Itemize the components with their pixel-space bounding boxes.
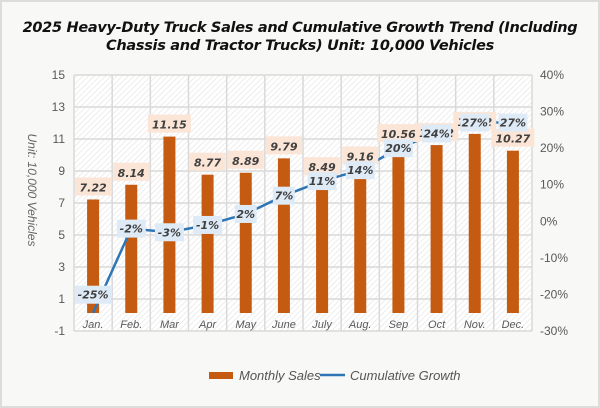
line-data-label: -2% [120,223,143,236]
bar-9 [392,146,405,313]
line-label-bg [383,139,413,158]
y2-tick-label: 30% [540,105,564,119]
y2-tick-label: -20% [540,287,568,301]
bar-1 [87,199,100,313]
bar-label-bg [491,128,535,147]
x-tick-label: Jan. [82,319,104,331]
bar-label-bg [227,150,264,169]
bar-data-label: 8.14 [118,167,145,180]
x-tick-label: Apr [198,319,217,331]
y2-tick-label: -30% [540,324,568,338]
bar-8 [354,168,367,313]
bar-label-bg [75,177,112,196]
left-axis-ticks: 15 13 11 9 7 5 3 1 -1 [52,68,66,338]
line-data-label: 7% [275,190,294,203]
line-label-bg [193,215,223,234]
y2-tick-label: 0% [540,214,558,228]
x-tick-label: Oct [428,319,446,331]
bar-data-label: 8.49 [309,161,336,174]
x-tick-label: Sep [389,319,409,331]
bar-label-bg [265,136,302,155]
y-tick-label: 15 [52,68,66,82]
bar-4 [201,174,214,313]
line-label-bg [234,204,257,223]
y-tick-label: 7 [58,196,65,210]
bar-7 [316,179,329,313]
y2-tick-label: 10% [540,178,564,192]
bar-data-label: 10.56 [381,128,416,141]
line-label-bg [498,113,528,132]
line-data-label: -3% [158,226,181,239]
line-data-label: 11% [309,175,335,188]
line-data-label: -1% [196,219,219,232]
bar-data-label: 11.15 [152,119,187,132]
line-label-bg [272,186,295,205]
legend-swatch-monthly-sales [209,372,233,379]
line-data-label: -25% [78,289,109,302]
y-axis-label: Unit: 10,000 Vehicles [25,134,39,247]
line-data-labels: -25% -2% -3% -1% 2% 7% 11% 14% 20% 24% 27% 27% [75,113,528,304]
line-label-bg [422,124,452,143]
line-data-label: 14% [347,164,373,177]
y2-tick-label: 20% [540,141,564,155]
x-tick-label: Dec. [502,319,525,331]
y2-tick-label: 40% [540,68,564,82]
x-tick-label: Mar [160,319,180,331]
y-tick-label: 3 [58,260,65,274]
x-tick-label: July [311,319,333,331]
bar-5 [239,172,252,313]
bar-label-bg [376,124,420,143]
y-tick-label: 9 [58,164,65,178]
line-label-bg [460,113,490,132]
chart-title: 2025 Heavy-Duty Truck Sales and Cumulati… [0,19,600,55]
x-axis-ticks: Jan. Feb. Mar Apr May June July Aug. Sep Oct Nov. D… [82,319,525,331]
bar-11 [468,133,481,313]
bar-data-label: 10.27 [496,133,531,146]
bar-label-bg [147,114,191,133]
legend: Monthly Sales Cumulative Growth [209,368,461,383]
bar-data-label: 8.77 [194,157,221,170]
bar-label-bg [189,152,226,171]
bar-10 [430,145,443,313]
x-tick-label: Feb. [120,319,142,331]
bar-label-bg [113,162,150,181]
chart-title-line-1: 2025 Heavy-Duty Truck Sales and Cumulati… [22,20,578,36]
bar-label-bg [342,146,379,165]
bar-data-label: 9.16 [347,150,374,163]
legend-label-monthly-sales: Monthly Sales [239,368,321,383]
right-axis-ticks: 40% 30% 20% 10% 0% -10% -20% -30% [540,68,568,338]
chart-title-line-2: Chassis and Tractor Trucks) Unit: 10,000… [106,38,494,54]
y2-tick-label: -10% [540,251,568,265]
legend-label-cumulative-growth: Cumulative Growth [350,368,461,383]
y-tick-label: 13 [52,100,66,114]
line-data-label: 27% [500,117,526,130]
bar-6 [277,158,290,313]
line-data-label: 2% [236,208,255,221]
bar-data-label: 9.79 [270,140,297,153]
x-tick-label: Nov. [464,319,486,331]
y-tick-label: 1 [58,292,65,306]
bar-12 [506,150,519,313]
line-label-bg [154,223,184,242]
y-tick-label: -1 [54,324,65,338]
x-tick-label: Aug. [348,319,372,331]
line-data-label: 27% [462,117,488,130]
bar-data-label: 8.89 [232,155,259,168]
line-label-bg [307,172,337,191]
line-label-bg [75,285,112,304]
line-data-label: 24% [423,128,449,141]
line-data-label: 20% [385,142,411,155]
bar-2 [125,184,138,313]
line-label-bg [116,219,146,238]
x-tick-label: June [271,319,296,331]
bar-label-bg [304,157,341,176]
bar-data-label: 7.22 [80,181,107,194]
y-tick-label: 11 [53,132,66,146]
y-tick-label: 5 [58,228,65,242]
line-label-bg [345,161,375,180]
x-tick-label: May [235,319,257,331]
